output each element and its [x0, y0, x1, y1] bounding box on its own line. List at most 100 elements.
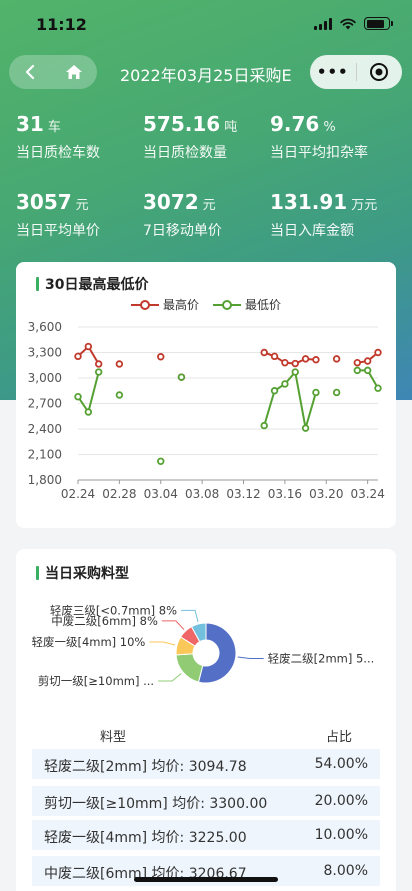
y-tick-label: 1,800 — [28, 473, 62, 487]
stat-unit: 吨 — [224, 120, 238, 135]
data-point — [374, 384, 382, 392]
status-time: 11:12 — [36, 15, 87, 34]
data-point — [301, 424, 310, 432]
data-point — [260, 421, 268, 430]
pie-slice — [197, 622, 237, 684]
pie-slice — [175, 653, 204, 683]
pie-label: 剪切一级[≥10mm] ... — [38, 674, 154, 688]
pie-label: 轻废二级[2mm] 5... — [268, 652, 375, 666]
stat-value: 3057 — [16, 190, 72, 214]
data-point — [84, 408, 93, 416]
data-point — [115, 391, 124, 399]
data-point — [281, 380, 289, 388]
stat-amount: 131.91 万元 当日入库金额 — [270, 190, 400, 240]
stat-label: 7日移动单价 — [143, 223, 222, 239]
wifi-icon — [340, 18, 356, 29]
x-tick-label: 02.24 — [61, 487, 95, 501]
stat-unit: % — [323, 120, 336, 135]
battery-icon — [364, 17, 393, 30]
nav-left-capsule — [9, 55, 97, 89]
col-header-type: 料型 — [100, 730, 127, 745]
legend-marker-low — [213, 299, 241, 310]
close-miniprogram-icon[interactable] — [356, 62, 402, 82]
data-point — [301, 355, 310, 363]
table-row[interactable]: 中废二级[6mm] 均价: 3206.67 8.00% — [32, 856, 380, 886]
row-share: 10.00% — [314, 827, 368, 843]
data-point — [363, 366, 372, 375]
row-share: 8.00% — [323, 863, 368, 879]
data-point — [84, 342, 93, 351]
miniprogram-capsule: ••• — [310, 55, 402, 89]
more-icon[interactable]: ••• — [316, 63, 349, 81]
stat-value: 575.16 — [143, 112, 221, 136]
page-title: 2022年03月25日采购E — [120, 66, 292, 85]
stat-label: 当日平均扣杂率 — [270, 145, 368, 161]
data-point — [374, 348, 382, 357]
legend-label-low: 最低价 — [245, 298, 282, 312]
y-tick-label: 2,400 — [28, 422, 62, 436]
title-accent — [36, 277, 39, 291]
x-tick-label: 03.04 — [144, 487, 178, 501]
data-point — [332, 355, 341, 363]
y-tick-label: 2,100 — [28, 448, 62, 462]
stat-unit: 车 — [47, 120, 61, 135]
x-tick-label: 03.24 — [350, 487, 384, 501]
series-line-1 — [263, 369, 317, 429]
price-chart-card: 30日最高最低价 最高价 最低价 3,600 3,300 3,000 2,700 2,4… — [16, 262, 396, 528]
card-title: 当日采购料型 — [36, 563, 129, 583]
y-tick-label: 2,700 — [28, 397, 62, 411]
pie-leader-line — [158, 673, 182, 682]
data-point — [312, 356, 320, 364]
data-point — [291, 368, 299, 376]
legend-marker-high — [130, 299, 159, 310]
table-header: 料型 占比 — [32, 719, 380, 753]
legend-label-high: 最高价 — [162, 298, 199, 312]
x-tick-label: 03.20 — [309, 487, 343, 501]
table-row[interactable]: 轻废一级[4mm] 均价: 3225.00 10.00% — [32, 820, 380, 850]
row-type: 轻废一级[4mm] 均价: 3225.00 — [44, 830, 247, 846]
data-point — [281, 358, 289, 367]
data-point — [270, 387, 279, 395]
card-title: 30日最高最低价 — [36, 274, 148, 294]
stat-unit: 万元 — [351, 198, 378, 213]
stat-value: 31 — [16, 112, 44, 136]
data-point — [312, 388, 320, 397]
table-row[interactable]: 剪切一级[≥10mm] 均价: 3300.00 20.00% — [32, 786, 380, 816]
data-point — [94, 368, 103, 376]
pie-slice — [190, 622, 207, 643]
data-point — [353, 358, 362, 367]
stat-impurity: 9.76% 当日平均扣杂率 — [270, 112, 400, 162]
back-icon[interactable] — [23, 64, 37, 80]
data-point — [270, 352, 279, 361]
data-point — [115, 360, 124, 368]
stat-label: 当日入库金额 — [270, 223, 354, 239]
pie-label: 轻废一级[4mm] 10% — [31, 635, 145, 649]
pie-leader-line — [161, 620, 185, 631]
nav-bar: 2022年03月25日采购E ••• — [0, 55, 412, 91]
signal-icon — [314, 17, 332, 30]
data-point — [291, 359, 299, 368]
stat-avg-price: 3057 元 当日平均单价 — [16, 190, 146, 240]
stat-unit: 元 — [75, 198, 89, 213]
title-accent — [36, 566, 39, 580]
stat-label: 当日质检数量 — [143, 145, 227, 161]
data-point — [177, 373, 186, 381]
data-point — [260, 348, 268, 357]
capsule-divider — [355, 63, 357, 81]
pie-label: 中废二级[6mm] 8% — [51, 614, 158, 628]
data-point — [74, 392, 82, 401]
stat-value: 3072 — [143, 190, 199, 214]
material-pie-chart: 轻废二级[2mm] 5... 剪切一级[≥10mm] ... 轻废一级[4mm] 1… — [31, 603, 375, 688]
home-icon[interactable] — [65, 64, 83, 80]
legend-item-low[interactable]: 最低价 — [213, 296, 281, 313]
data-point — [74, 352, 82, 361]
legend-item-high[interactable]: 最高价 — [130, 296, 199, 313]
home-indicator[interactable] — [134, 877, 278, 882]
x-tick-label: 02.28 — [102, 487, 136, 501]
row-type: 轻废二级[2mm] 均价: 3094.78 — [44, 759, 247, 775]
pie-label: 轻废三级[<0.7mm] 8% — [50, 603, 177, 617]
row-share: 20.00% — [314, 793, 368, 809]
data-point — [157, 353, 165, 361]
table-row[interactable]: 轻废二级[2mm] 均价: 3094.78 54.00% — [32, 749, 380, 779]
pie-leader-line — [237, 656, 264, 660]
